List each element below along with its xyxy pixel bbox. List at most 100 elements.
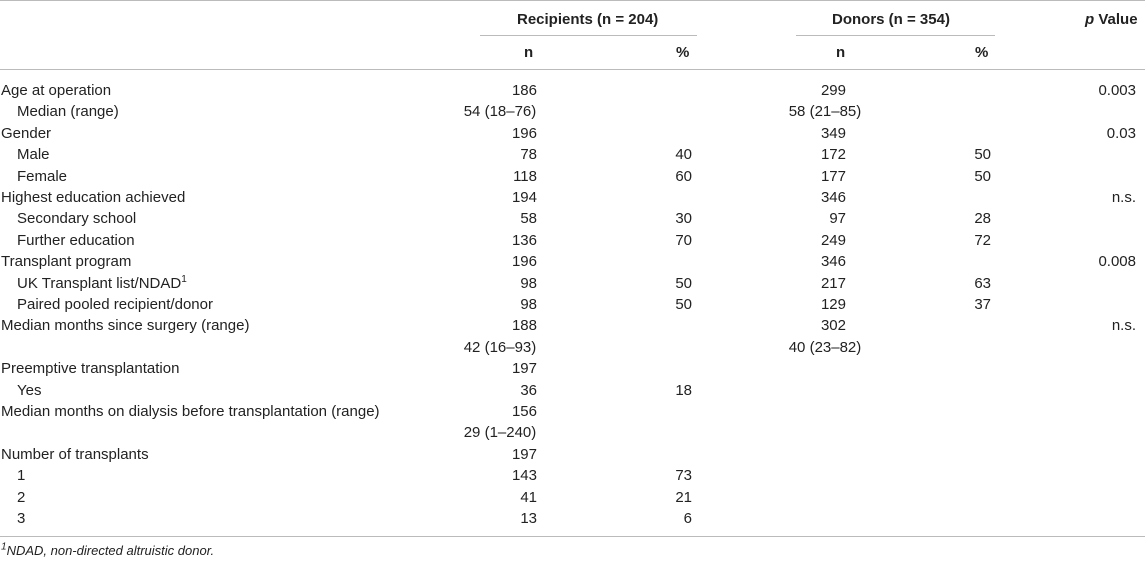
p-value-cell: n.s.: [1111, 189, 1136, 206]
p-value-italic: p: [1085, 11, 1095, 28]
donors-n-cell: 249: [820, 231, 846, 249]
recipients-n-cell: 196: [511, 124, 537, 142]
row-label: Gender: [1, 124, 52, 142]
recipients-n-cell: 136: [511, 231, 537, 249]
donors-n-cell: 58 (21–85): [788, 103, 862, 121]
recipients-pct-cell: 50: [675, 296, 692, 313]
donors-n-cell: 40 (23–82): [788, 338, 862, 356]
table-row: Median months since surgery (range) 188 30…: [0, 315, 1145, 336]
recipients-n-cell: 42 (16–93): [463, 338, 537, 356]
row-label: UK Transplant list/NDAD1: [17, 273, 187, 292]
recipients-n-cell: 188: [511, 317, 537, 335]
recipients-pct-cell: 73: [675, 467, 692, 485]
row-label: Transplant program: [1, 253, 132, 271]
recipients-pct-cell: 50: [675, 274, 692, 292]
recipients-n-cell: 196: [511, 253, 537, 271]
donors-n-cell: 346: [820, 253, 846, 271]
row-label: 2: [17, 488, 26, 506]
recipients-n-cell: 197: [511, 360, 537, 378]
donors-n-cell: 217: [820, 274, 846, 292]
donors-n-cell: 346: [820, 189, 846, 206]
table-row: Yes 36 18: [0, 380, 1145, 401]
header-bottom-rule: [0, 69, 1145, 70]
footnote: 1NDAD, non-directed altruistic donor.: [1, 542, 215, 558]
donors-pct-header: %: [975, 44, 989, 61]
recipients-pct-cell: 40: [675, 146, 692, 164]
donors-n-cell: 177: [820, 167, 846, 185]
recipients-n-cell: 54 (18–76): [463, 103, 537, 121]
donors-rule: [796, 35, 995, 36]
donors-header: Donors (n = 354): [832, 11, 950, 28]
row-label: Median months since surgery (range): [1, 317, 250, 335]
row-label: Yes: [17, 381, 42, 399]
row-footnote-marker: 1: [181, 273, 187, 285]
donors-n-cell: 302: [820, 317, 846, 335]
row-label: 1: [17, 467, 26, 485]
recipients-n-cell: 36: [520, 381, 537, 399]
p-value-cell: 0.03: [1106, 124, 1136, 142]
table-row: Highest education achieved 194 346 n.s.: [0, 187, 1145, 208]
p-value-header: p Value: [1085, 11, 1138, 28]
row-label: Paired pooled recipient/donor: [17, 296, 213, 313]
table-row: 2 41 21: [0, 487, 1145, 508]
row-label: Age at operation: [1, 82, 112, 99]
recipients-n-cell: 13: [520, 510, 537, 527]
p-value-cell: 0.008: [1098, 253, 1136, 271]
table-row: Male 78 40 172 50: [0, 144, 1145, 165]
recipients-pct-cell: 21: [675, 488, 692, 506]
donors-n-cell: 299: [820, 82, 846, 99]
recipients-n-cell: 194: [511, 189, 537, 206]
recipients-n-cell: 29 (1–240): [463, 424, 537, 442]
p-value-label: Value: [1094, 11, 1138, 28]
table-row: Number of transplants 197: [0, 444, 1145, 465]
recipients-n-cell: 78: [520, 146, 537, 164]
donors-pct-cell: 28: [974, 210, 991, 228]
row-label: Further education: [17, 231, 135, 249]
table-row: Further education 136 70 249 72: [0, 230, 1145, 251]
table-row: 29 (1–240): [0, 422, 1145, 443]
donors-n-header: n: [836, 44, 846, 61]
recipients-rule: [480, 35, 697, 36]
donors-n-cell: 97: [829, 210, 846, 228]
footnote-text: NDAD, non-directed altruistic donor.: [6, 543, 215, 558]
table-row: 3 13 6: [0, 508, 1145, 529]
row-label: Median months on dialysis before transpl…: [1, 403, 380, 420]
recipients-pct-header: %: [676, 44, 690, 61]
table-row: Female 118 60 177 50: [0, 166, 1145, 187]
row-label: Male: [17, 146, 50, 164]
recipients-n-cell: 197: [511, 445, 537, 463]
table-row: Preemptive transplantation 197: [0, 358, 1145, 379]
recipients-n-cell: 98: [520, 274, 537, 292]
table-row: 42 (16–93) 40 (23–82): [0, 337, 1145, 358]
donors-pct-cell: 63: [974, 274, 991, 292]
row-label: Median (range): [17, 103, 119, 121]
row-label: Preemptive transplantation: [1, 360, 180, 378]
bottom-rule: [0, 536, 1145, 537]
row-label: Secondary school: [17, 210, 137, 228]
row-label: Number of transplants: [1, 445, 149, 463]
donors-pct-cell: 50: [974, 167, 991, 185]
donors-n-cell: 172: [820, 146, 846, 164]
p-value-cell: n.s.: [1111, 317, 1136, 335]
recipients-n-cell: 156: [511, 403, 537, 420]
row-label: Highest education achieved: [1, 189, 186, 206]
recipients-pct-cell: 60: [675, 167, 692, 185]
recipients-n-cell: 118: [513, 167, 537, 185]
table-row: 1 143 73: [0, 465, 1145, 486]
recipients-pct-cell: 70: [675, 231, 692, 249]
table-row: Transplant program 196 346 0.008: [0, 251, 1145, 272]
donors-n-cell: 129: [820, 296, 846, 313]
recipients-n-cell: 143: [511, 467, 537, 485]
donors-pct-cell: 72: [974, 231, 991, 249]
recipients-pct-cell: 30: [675, 210, 692, 228]
recipients-pct-cell: 18: [675, 381, 692, 399]
row-label: 3: [17, 510, 26, 527]
recipients-n-cell: 186: [511, 82, 537, 99]
donors-pct-cell: 50: [974, 146, 991, 164]
table-row: Paired pooled recipient/donor 98 50 129 37: [0, 294, 1145, 315]
table-row: Age at operation 186 299 0.003: [0, 80, 1145, 101]
recipients-pct-cell: 6: [683, 510, 692, 527]
recipients-n-cell: 41: [520, 488, 537, 506]
top-rule: [0, 0, 1145, 1]
row-label: Female: [17, 167, 68, 185]
